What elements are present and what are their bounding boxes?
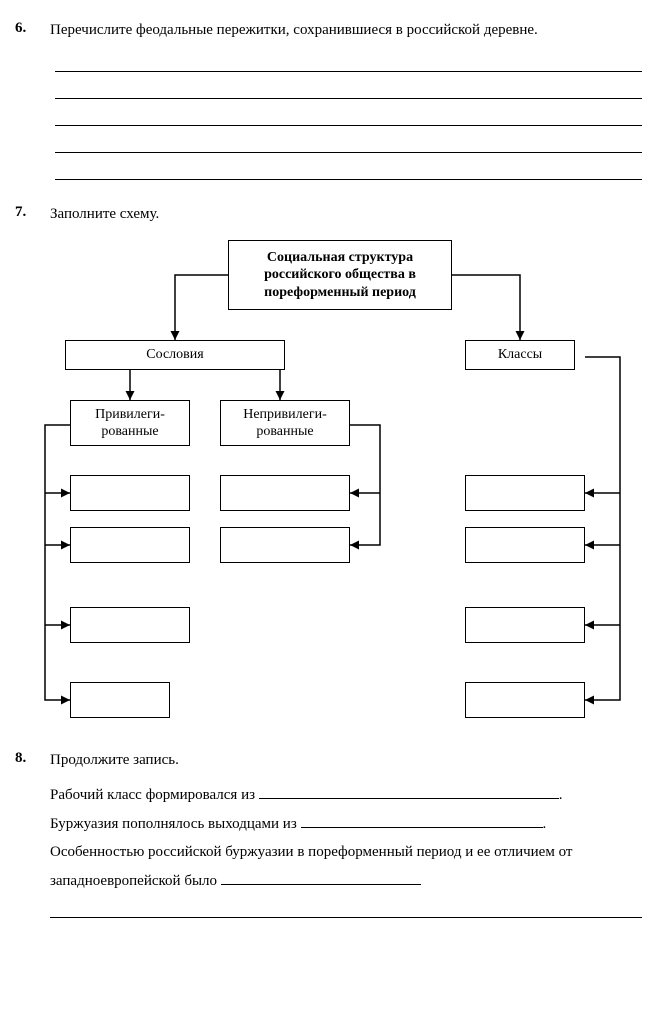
diagram-group-left: Сословия xyxy=(65,340,285,370)
fill-line-2-prefix: Буржуазия пополнялось выходцами из xyxy=(50,816,301,832)
diagram-empty-box[interactable] xyxy=(465,682,585,718)
diagram-empty-box[interactable] xyxy=(70,527,190,563)
diagram-empty-box[interactable] xyxy=(70,475,190,511)
fill-line-1-prefix: Рабочий класс формировался из xyxy=(50,787,259,803)
diagram-subgroup-left: Привилеги-рованные xyxy=(70,400,190,446)
fill-line-3: Особенностью российской буржуазии в поре… xyxy=(50,838,642,895)
structure-diagram: Социальная структура российского обществ… xyxy=(30,235,630,725)
fill-line-2: Буржуазия пополнялось выходцами из . xyxy=(50,810,642,839)
question-6-prompt: Перечислите феодальные пережитки, сохран… xyxy=(50,20,642,41)
diagram-empty-box[interactable] xyxy=(465,607,585,643)
diagram-root: Социальная структура российского обществ… xyxy=(228,240,452,310)
diagram-group-right: Классы xyxy=(465,340,575,370)
diagram-empty-box[interactable] xyxy=(465,475,585,511)
diagram-empty-box[interactable] xyxy=(70,682,170,718)
question-7: 7. Заполните схему. xyxy=(15,204,642,725)
answer-line[interactable] xyxy=(50,897,642,918)
answer-blank[interactable] xyxy=(259,784,559,799)
question-6-body: Перечислите феодальные пережитки, сохран… xyxy=(50,20,642,186)
fill-line-1: Рабочий класс формировался из . xyxy=(50,781,642,810)
diagram-empty-box[interactable] xyxy=(220,475,350,511)
question-8: 8. Продолжите запись. Рабочий класс форм… xyxy=(15,750,642,924)
answer-line[interactable] xyxy=(55,51,642,72)
answer-line[interactable] xyxy=(55,132,642,153)
diagram-empty-box[interactable] xyxy=(70,607,190,643)
question-6: 6. Перечислите феодальные пережитки, сох… xyxy=(15,20,642,186)
diagram-empty-box[interactable] xyxy=(465,527,585,563)
answer-line[interactable] xyxy=(55,159,642,180)
answer-blank[interactable] xyxy=(221,870,421,885)
question-8-body: Продолжите запись. Рабочий класс формиро… xyxy=(50,750,642,924)
question-8-number: 8. xyxy=(15,750,50,924)
diagram-subgroup-right: Непривилеги-рованные xyxy=(220,400,350,446)
answer-blank[interactable] xyxy=(301,813,543,828)
question-6-number: 6. xyxy=(15,20,50,186)
diagram-empty-box[interactable] xyxy=(220,527,350,563)
question-7-body: Заполните схему. xyxy=(50,204,642,725)
question-7-prompt: Заполните схему. xyxy=(50,204,642,225)
question-8-prompt: Продолжите запись. xyxy=(50,750,642,771)
answer-line[interactable] xyxy=(55,78,642,99)
answer-line[interactable] xyxy=(55,105,642,126)
